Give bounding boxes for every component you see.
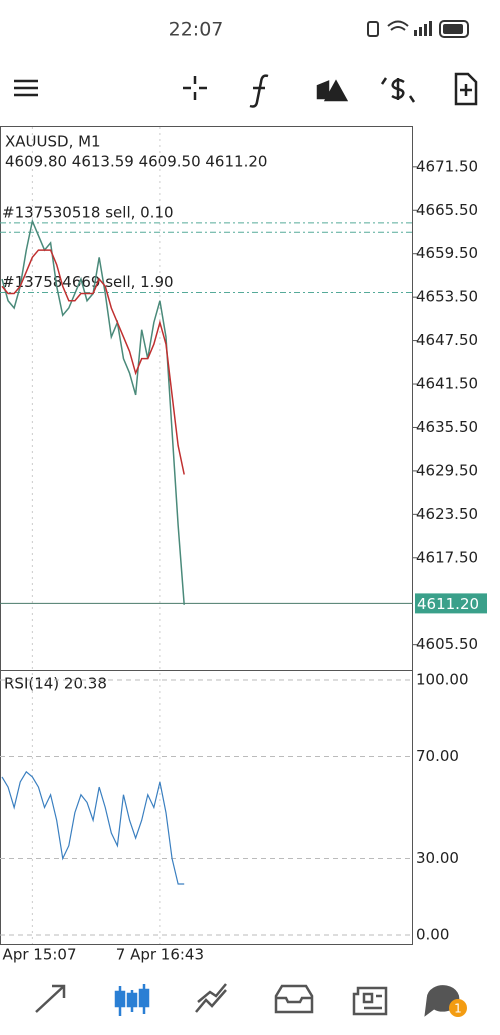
quotes-tab[interactable] [35, 984, 66, 1013]
trade-tab[interactable] [195, 983, 227, 1013]
rsi-line [1, 770, 185, 885]
news-tab[interactable] [352, 986, 388, 1016]
symbol: XAUUSD, M1 [5, 133, 101, 151]
rsi-title: RSI(14) 20.38 [4, 675, 107, 693]
price-tag-label: 4611.20 [417, 595, 479, 613]
x-tick-label: 7 Apr 15:07 [0, 946, 77, 964]
trade[interactable] [380, 77, 416, 103]
badge-count: 1 [454, 1002, 462, 1016]
y-tick-label: 4617.50 [416, 548, 478, 566]
order-label: #137584669 sell, 1.90 [2, 273, 174, 291]
time: 22:07 [169, 19, 224, 41]
series-line [1, 249, 185, 475]
rsi-tick-label: 0.00 [416, 926, 449, 944]
indicators[interactable] [249, 74, 269, 108]
chart-tab[interactable] [114, 984, 150, 1016]
y-tick-label: 4659.50 [416, 244, 478, 262]
history-tab[interactable] [274, 984, 314, 1014]
objects[interactable] [316, 79, 349, 102]
new-order[interactable] [454, 72, 478, 106]
y-tick-label: 4647.50 [416, 331, 478, 349]
crosshair[interactable] [183, 76, 207, 100]
price-tag [415, 593, 487, 614]
y-tick-label: 4623.50 [416, 505, 478, 523]
chart-frame [0, 126, 413, 945]
bottom-nav [35, 983, 467, 1017]
y-tick-label: 4605.50 [416, 635, 478, 653]
y-tick-label: 4629.50 [416, 461, 478, 479]
menu[interactable] [14, 79, 38, 97]
rsi-tick-label: 70.00 [416, 747, 459, 765]
y-tick-label: 4641.50 [416, 375, 478, 393]
y-tick-label: 4665.50 [416, 201, 478, 219]
x-tick-label: 7 Apr 16:43 [116, 946, 204, 964]
order-label: #137530518 sell, 0.10 [2, 203, 174, 221]
y-tick-label: 4635.50 [416, 418, 478, 436]
chart: XAUUSD, M1 4609.80 4613.59 4609.50 4611.… [0, 126, 413, 945]
y-tick-label: 4653.50 [416, 288, 478, 306]
y-tick-label: 4671.50 [416, 157, 478, 175]
ohlc: 4609.80 4613.59 4609.50 4611.20 [5, 153, 267, 171]
status-icons [367, 20, 469, 38]
toolbar [14, 72, 478, 108]
rsi-tick-label: 100.00 [416, 671, 469, 689]
rsi-tick-label: 30.00 [416, 849, 459, 867]
badge [449, 999, 467, 1017]
